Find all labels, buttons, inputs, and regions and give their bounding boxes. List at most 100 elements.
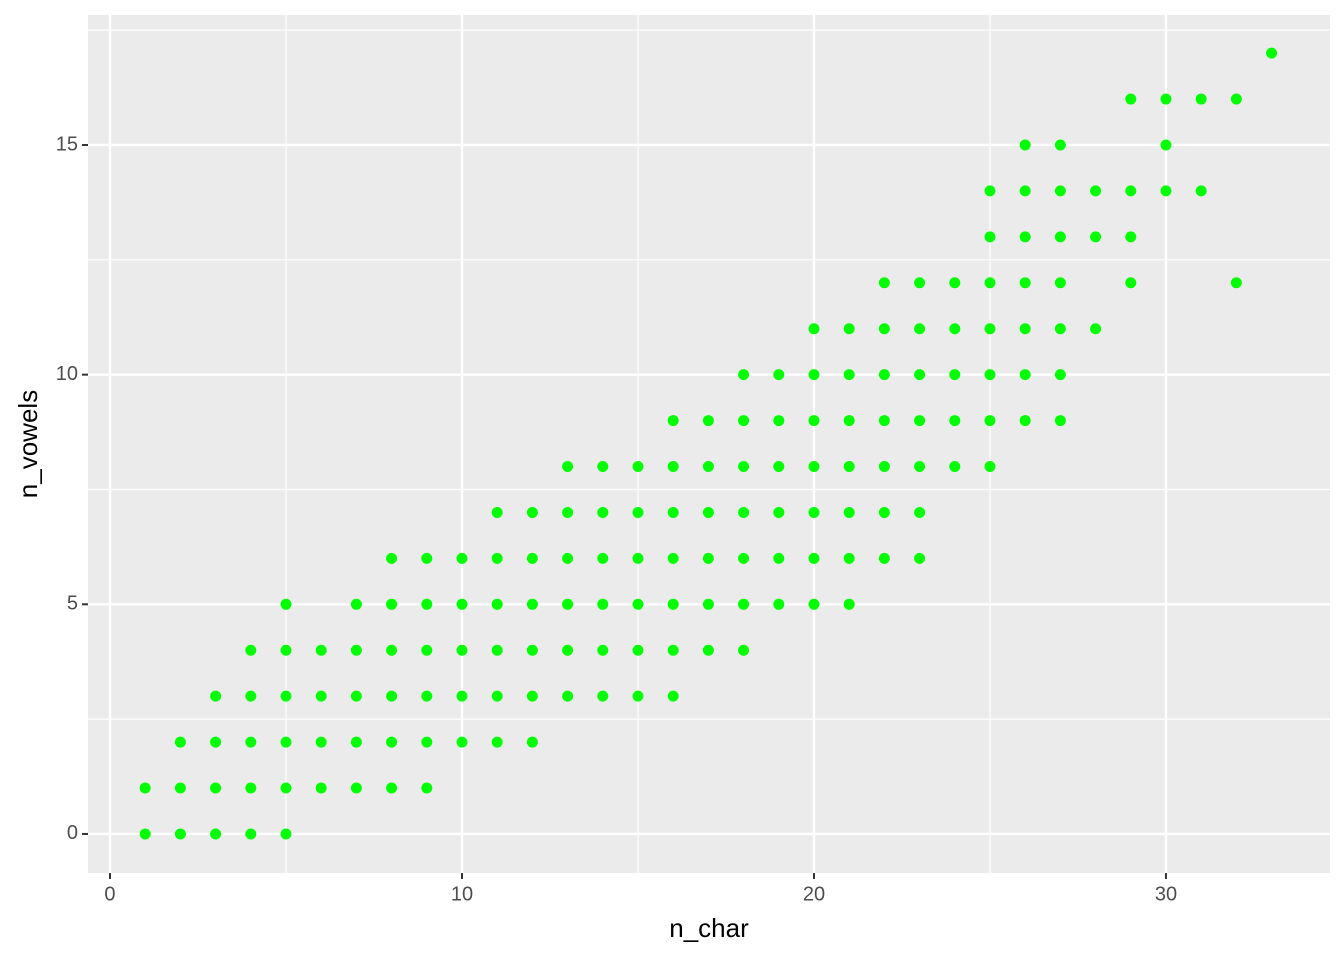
point: [1054, 231, 1066, 243]
point: [667, 461, 679, 473]
point: [526, 598, 538, 610]
point: [386, 736, 398, 748]
point: [421, 690, 433, 702]
point: [421, 736, 433, 748]
point: [315, 690, 327, 702]
point: [456, 736, 468, 748]
point: [210, 736, 222, 748]
point: [914, 552, 926, 564]
point: [914, 506, 926, 518]
point: [914, 369, 926, 381]
point: [914, 277, 926, 289]
point: [456, 690, 468, 702]
point: [949, 461, 961, 473]
x-tick-label: 10: [451, 883, 473, 905]
point: [350, 598, 362, 610]
point: [1019, 415, 1031, 427]
x-tick-label: 0: [104, 883, 115, 905]
point: [1054, 323, 1066, 335]
point: [562, 690, 574, 702]
point: [421, 552, 433, 564]
y-tick-label: 0: [67, 822, 78, 844]
point: [702, 644, 714, 656]
panel: [88, 15, 1330, 873]
point: [1160, 185, 1172, 197]
point: [386, 644, 398, 656]
point: [350, 690, 362, 702]
point: [597, 690, 609, 702]
point: [738, 506, 750, 518]
point: [773, 552, 785, 564]
point: [878, 552, 890, 564]
point: [738, 552, 750, 564]
point: [1230, 93, 1242, 105]
point: [632, 690, 644, 702]
point: [456, 598, 468, 610]
point: [456, 644, 468, 656]
point: [773, 506, 785, 518]
point: [1125, 277, 1137, 289]
point: [562, 552, 574, 564]
point: [843, 552, 855, 564]
point: [914, 415, 926, 427]
point: [914, 323, 926, 335]
point: [667, 506, 679, 518]
point: [421, 782, 433, 794]
point: [562, 598, 574, 610]
point: [843, 461, 855, 473]
point: [984, 323, 996, 335]
point: [984, 369, 996, 381]
point: [597, 644, 609, 656]
point: [245, 736, 257, 748]
point: [878, 506, 890, 518]
point: [280, 782, 292, 794]
point: [702, 598, 714, 610]
y-axis-label: n_vowels: [13, 390, 43, 498]
point: [984, 231, 996, 243]
point: [1090, 185, 1102, 197]
x-tick-label: 30: [1155, 883, 1177, 905]
point: [174, 782, 186, 794]
point: [984, 461, 996, 473]
point: [1125, 231, 1137, 243]
point: [632, 552, 644, 564]
point: [702, 415, 714, 427]
point: [773, 461, 785, 473]
x-tick-label: 20: [803, 883, 825, 905]
point: [949, 323, 961, 335]
point: [562, 644, 574, 656]
point: [280, 598, 292, 610]
point: [562, 461, 574, 473]
point: [245, 690, 257, 702]
point: [632, 506, 644, 518]
point: [667, 598, 679, 610]
point: [280, 644, 292, 656]
point: [1019, 231, 1031, 243]
point: [667, 690, 679, 702]
point: [667, 644, 679, 656]
point: [315, 782, 327, 794]
point: [632, 644, 644, 656]
point: [702, 461, 714, 473]
point: [139, 782, 151, 794]
point: [139, 828, 151, 840]
point: [949, 277, 961, 289]
point: [526, 690, 538, 702]
point: [738, 415, 750, 427]
point: [667, 552, 679, 564]
point: [386, 690, 398, 702]
point: [1160, 139, 1172, 151]
y-tick-label: 15: [56, 133, 78, 155]
point: [1054, 139, 1066, 151]
point: [386, 782, 398, 794]
point: [597, 598, 609, 610]
point: [878, 323, 890, 335]
point: [245, 782, 257, 794]
point: [526, 552, 538, 564]
point: [350, 782, 362, 794]
point: [878, 461, 890, 473]
point: [808, 598, 820, 610]
point: [210, 828, 222, 840]
point: [808, 552, 820, 564]
